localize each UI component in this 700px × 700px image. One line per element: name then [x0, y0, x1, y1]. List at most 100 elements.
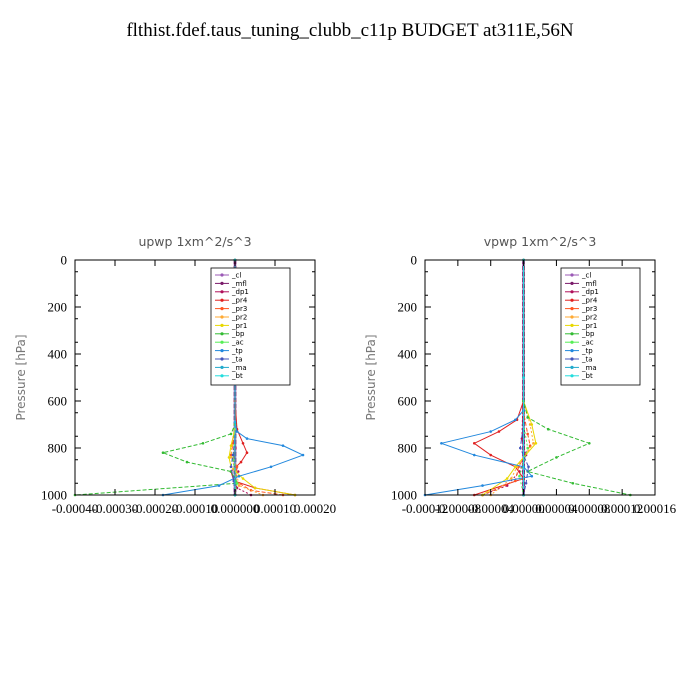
series-point-pr3: [229, 453, 233, 457]
series-point-bp: [587, 442, 591, 445]
legend-marker-bp: [220, 332, 224, 336]
x-tick-label: -0.00012: [402, 501, 449, 516]
legend-marker-mfl: [570, 281, 574, 285]
legend-label-pr1: _pr1: [231, 322, 247, 330]
series-line-pr1: [482, 260, 537, 496]
legend-label-dp1: _dp1: [231, 288, 249, 296]
series-point-pr2: [237, 484, 241, 487]
legend-label-ma: _ma: [231, 364, 247, 372]
series-point-pr4: [489, 453, 493, 457]
legend-marker-bp: [570, 332, 574, 336]
panel-title: upwp 1xm^2/s^3: [138, 234, 251, 249]
x-tick-label: 0.00012: [601, 501, 643, 516]
series-line-pr2: [490, 260, 534, 496]
series-point-pr1: [505, 477, 509, 480]
series-line-pr4: [230, 260, 296, 496]
upwp-panel: upwp 1xm^2/s^302004006008001000-0.00040-…: [14, 234, 336, 516]
series-point-tp: [472, 453, 476, 457]
legend-marker-ta: [220, 357, 224, 361]
series-point-pr3: [526, 432, 529, 436]
legend-box: [210, 267, 291, 386]
legend-marker-bt: [570, 374, 574, 378]
series-point-tp: [245, 437, 249, 440]
x-tick-label: 0.00004: [535, 501, 578, 516]
legend-marker-pr1: [570, 323, 574, 327]
series-line-pr1: [228, 260, 296, 496]
series-point-pr4: [497, 430, 501, 433]
series-line-tp: [424, 260, 533, 496]
series-point-bp: [201, 442, 205, 445]
series-point-tp: [440, 442, 443, 445]
series-point-pr4: [241, 442, 245, 445]
legend-label-pr4: _pr4: [581, 297, 598, 305]
series-point-pr1: [229, 444, 233, 447]
series-line-tp: [162, 260, 305, 496]
legend-label-ma: _ma: [581, 364, 597, 372]
y-tick-label: 800: [48, 441, 68, 456]
y-tick-label: 200: [398, 300, 418, 315]
legend-label-bp: _bp: [231, 330, 245, 338]
series-point-ac: [235, 481, 239, 485]
legend-marker-pr2: [570, 315, 574, 319]
legend-marker-pr2: [220, 315, 224, 319]
series-point-bp: [555, 456, 558, 459]
legend-label-dp1: _dp1: [581, 288, 599, 296]
page-title: flthist.fdef.taus_tuning_clubb_c11p BUDG…: [126, 20, 574, 41]
x-tick-label: -0.00020: [132, 501, 179, 516]
y-tick-label: 0: [61, 253, 68, 268]
y-axis-label: Pressure [hPa]: [14, 334, 28, 420]
legend-label-pr2: _pr2: [581, 313, 597, 321]
legend-label-tp: _tp: [231, 347, 243, 355]
series-point-pr2: [229, 456, 233, 459]
legend-label-mfl: _mfl: [231, 280, 247, 288]
legend-label-ac: _ac: [581, 339, 594, 347]
legend-label-pr2: _pr2: [231, 313, 247, 321]
x-tick-label: 0.00000: [502, 501, 544, 516]
y-tick-label: 1000: [41, 488, 67, 503]
series-point-pr1: [534, 442, 538, 445]
legend-marker-pr1: [220, 323, 224, 327]
y-axis-label: Pressure [hPa]: [364, 334, 378, 420]
series-point-bp: [546, 427, 550, 431]
legend-marker-pr3: [570, 307, 574, 311]
x-tick-label: 0.000000: [211, 501, 260, 516]
legend-marker-ta: [570, 357, 574, 361]
legend-label-pr4: _pr4: [231, 297, 248, 305]
series-point-tp: [269, 465, 273, 469]
x-tick-label: 0.00016: [634, 501, 677, 516]
legend-marker-cl: [570, 273, 574, 277]
vpwp-panel: vpwp 1xm^2/s^302004006008001000-0.00012-…: [364, 234, 677, 516]
legend-box: [560, 267, 641, 386]
series-point-pr2: [509, 477, 513, 480]
series-point-bp: [526, 416, 529, 419]
series-point-ta: [524, 481, 528, 485]
series-point-pr4: [239, 460, 243, 464]
series-point-pr2: [532, 442, 535, 445]
legend-label-pr3: _pr3: [581, 305, 597, 313]
legend-marker-ac: [570, 340, 574, 344]
series-point-pr1: [514, 465, 517, 469]
series-point-tp: [235, 430, 239, 433]
legend-label-ac: _ac: [231, 339, 244, 347]
legend-label-ta: _ta: [581, 355, 593, 363]
series-point-ta: [527, 465, 530, 469]
legend-marker-mfl: [220, 281, 224, 285]
legend-marker-dp1: [570, 290, 574, 294]
series-point-tp: [481, 484, 484, 487]
legend-marker-cl: [220, 273, 224, 277]
series-point-tp: [281, 444, 285, 447]
legend-marker-pr3: [220, 307, 224, 311]
series-point-pr4: [245, 451, 249, 455]
series-point-bt: [522, 376, 525, 379]
series-point-tp: [489, 430, 493, 433]
series-point-bp: [185, 460, 189, 464]
series-point-ta: [231, 453, 235, 457]
x-tick-label: -0.00030: [92, 501, 139, 516]
legend-label-ta: _ta: [231, 355, 243, 363]
series-point-pr3: [514, 479, 517, 483]
legend-marker-tp: [220, 349, 224, 353]
series-point-dp1: [520, 437, 524, 440]
y-tick-label: 400: [398, 347, 418, 362]
legend-marker-tp: [570, 349, 574, 353]
legend-label-mfl: _mfl: [581, 280, 597, 288]
